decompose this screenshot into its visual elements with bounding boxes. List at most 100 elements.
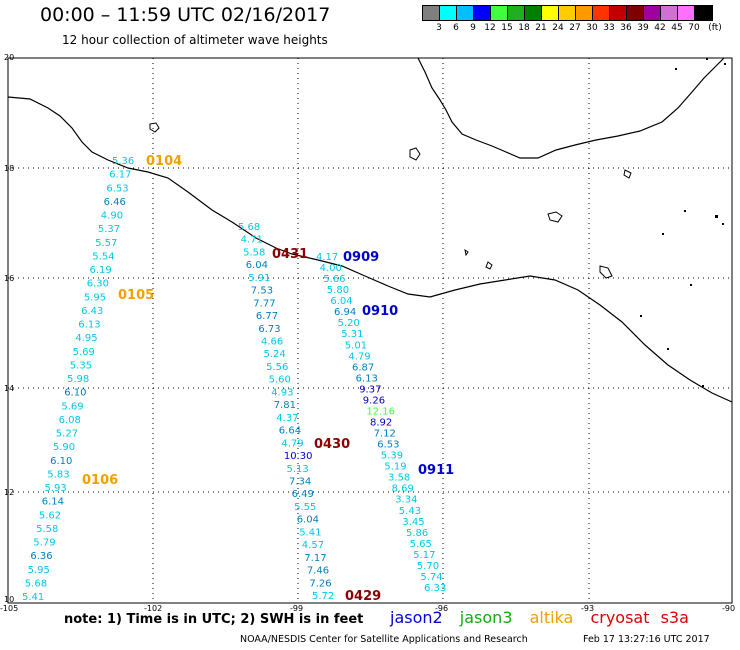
pass-label: 0104 xyxy=(146,154,182,169)
wave-height-value: 4.90 xyxy=(101,211,123,222)
wave-height-value: 5.24 xyxy=(264,349,286,360)
legend-swatch xyxy=(627,6,644,20)
wave-height-value: 5.41 xyxy=(22,592,44,603)
y-tick-label: 10 xyxy=(4,595,14,604)
wave-height-value: 6.14 xyxy=(42,497,64,508)
legend-label: 30 xyxy=(586,23,598,33)
wave-height-value: 5.17 xyxy=(413,550,435,561)
wave-height-value: 6.64 xyxy=(279,426,301,437)
pass-label: 0105 xyxy=(118,288,154,303)
wave-height-value: 3.34 xyxy=(395,495,417,506)
wave-height-value: 5.90 xyxy=(53,442,75,453)
wave-track-a: 5.36 6.17 6.53 6.46 4.90 5.37 5.57 5.54 6.19 6.30… xyxy=(22,156,134,603)
wave-height-value: 4.17 xyxy=(316,252,338,263)
wave-height-value: 7.26 xyxy=(309,578,331,589)
pass-label: 0910 xyxy=(362,304,398,319)
y-tick-labels: 20 18 16 14 12 10 xyxy=(4,53,14,604)
legend-label: 27 xyxy=(569,23,581,33)
legend-label: 15 xyxy=(501,23,513,33)
wave-height-value: 5.79 xyxy=(33,538,55,549)
wave-height-value: 7.77 xyxy=(253,298,275,309)
legend-swatch xyxy=(610,6,627,20)
wave-height-value: 12.16 xyxy=(366,407,395,418)
legend-label: 24 xyxy=(552,23,564,33)
legend-swatch xyxy=(508,6,525,20)
x-tick-label: -105 xyxy=(0,604,18,613)
wave-height-value: 6.04 xyxy=(297,515,319,526)
legend-color-bar xyxy=(422,5,713,21)
wave-height-value: 4.71 xyxy=(241,235,263,246)
wave-height-value: 3.45 xyxy=(402,517,424,528)
wave-height-value: 5.68 xyxy=(25,578,47,589)
legend-labels: 3 6 9 12 15 18 21 24 27 30 33 36 39 42 45 70 (ft) xyxy=(422,23,722,37)
pass-label: 0106 xyxy=(82,473,118,488)
wave-height-value: 5.69 xyxy=(61,401,83,412)
legend-label: 33 xyxy=(603,23,615,33)
wave-height-value: 7.17 xyxy=(304,553,326,564)
wave-track-c: 4.174.005.665.806.046.945.205.315.014.79… xyxy=(316,252,446,594)
wave-height-value: 5.69 xyxy=(73,347,95,358)
legend-label: 6 xyxy=(453,23,459,33)
wave-height-value: 7.34 xyxy=(289,477,311,488)
wave-height-value: 4.57 xyxy=(302,540,324,551)
wave-height-value: 10.30 xyxy=(284,451,313,462)
wave-height-value: 4.66 xyxy=(261,337,283,348)
wave-height-value: 5.74 xyxy=(420,572,442,583)
footnote: note: 1) Time is in UTC; 2) SWH is in fe… xyxy=(64,612,364,627)
wave-height-value: 5.01 xyxy=(345,340,367,351)
wave-height-value: 5.60 xyxy=(269,375,291,386)
legend-swatch xyxy=(695,6,712,20)
wave-height-value: 5.36 xyxy=(112,156,134,167)
wave-height-value: 5.27 xyxy=(56,429,78,440)
wave-height-value: 4.00 xyxy=(320,263,342,274)
wave-height-value: 5.13 xyxy=(287,464,309,475)
wave-height-value: 5.70 xyxy=(417,561,439,572)
wave-height-value: 6.04 xyxy=(330,296,352,307)
wave-height-value: 6.08 xyxy=(59,415,81,426)
wave-height-value: 6.10 xyxy=(50,456,72,467)
legend-label: 18 xyxy=(518,23,530,33)
pass-label: 0911 xyxy=(418,463,454,478)
legend-swatch xyxy=(678,6,695,20)
legend-label: 3 xyxy=(436,23,442,33)
wave-height-value: 6.13 xyxy=(78,320,100,331)
legend-swatch xyxy=(576,6,593,20)
legend-label: 45 xyxy=(671,23,683,33)
map-title: 00:00 – 11:59 UTC 02/16/2017 xyxy=(40,4,331,26)
wave-height-value: 7.81 xyxy=(274,400,296,411)
wave-height-value: 5.95 xyxy=(84,292,106,303)
legend-label: 21 xyxy=(535,23,547,33)
wave-height-value: 5.19 xyxy=(384,462,406,473)
wave-track-b: 5.68 4.715.58 6.04 5.91 7.537.77 6.77 6.73 4.66… xyxy=(238,222,334,602)
legend-label: 12 xyxy=(484,23,496,33)
legend-label: 9 xyxy=(470,23,476,33)
wave-height-value: 5.66 xyxy=(323,274,345,285)
pass-labels: 0104 0105 0106 0431 0430 0429 0909 0910 … xyxy=(82,154,454,604)
wave-height-value: 5.98 xyxy=(67,374,89,385)
legend-swatch xyxy=(542,6,559,20)
satellite-s3a: s3a xyxy=(660,608,689,627)
gulf-coastline xyxy=(417,57,725,159)
wave-height-value: 9.37 xyxy=(359,384,381,395)
pass-label: 0909 xyxy=(343,250,379,265)
color-legend: 3 6 9 12 15 18 21 24 27 30 33 36 39 42 45 70 (ft) xyxy=(422,5,722,37)
wave-height-value: 6.33 xyxy=(424,583,446,594)
wave-height-value: 5.86 xyxy=(406,528,428,539)
wave-height-value: 6.53 xyxy=(106,183,128,194)
wave-height-value: 5.20 xyxy=(338,318,360,329)
y-tick-label: 14 xyxy=(4,384,14,393)
legend-label: (ft) xyxy=(708,23,722,33)
satellite-jason2: jason2 xyxy=(390,608,443,627)
wave-height-value: 5.57 xyxy=(95,238,117,249)
wave-height-value: 6.17 xyxy=(109,170,131,181)
wave-height-value: 3.58 xyxy=(388,473,410,484)
credit-line: NOAA/NESDIS Center for Satellite Applica… xyxy=(240,634,528,645)
legend-swatch xyxy=(559,6,576,20)
wave-height-value: 5.31 xyxy=(341,329,363,340)
legend-swatch xyxy=(474,6,491,20)
wave-height-value: 4.93 xyxy=(271,387,293,398)
wave-height-value: 5.83 xyxy=(47,469,69,480)
legend-label: 70 xyxy=(688,23,700,33)
x-tick-label: -90 xyxy=(722,604,735,613)
